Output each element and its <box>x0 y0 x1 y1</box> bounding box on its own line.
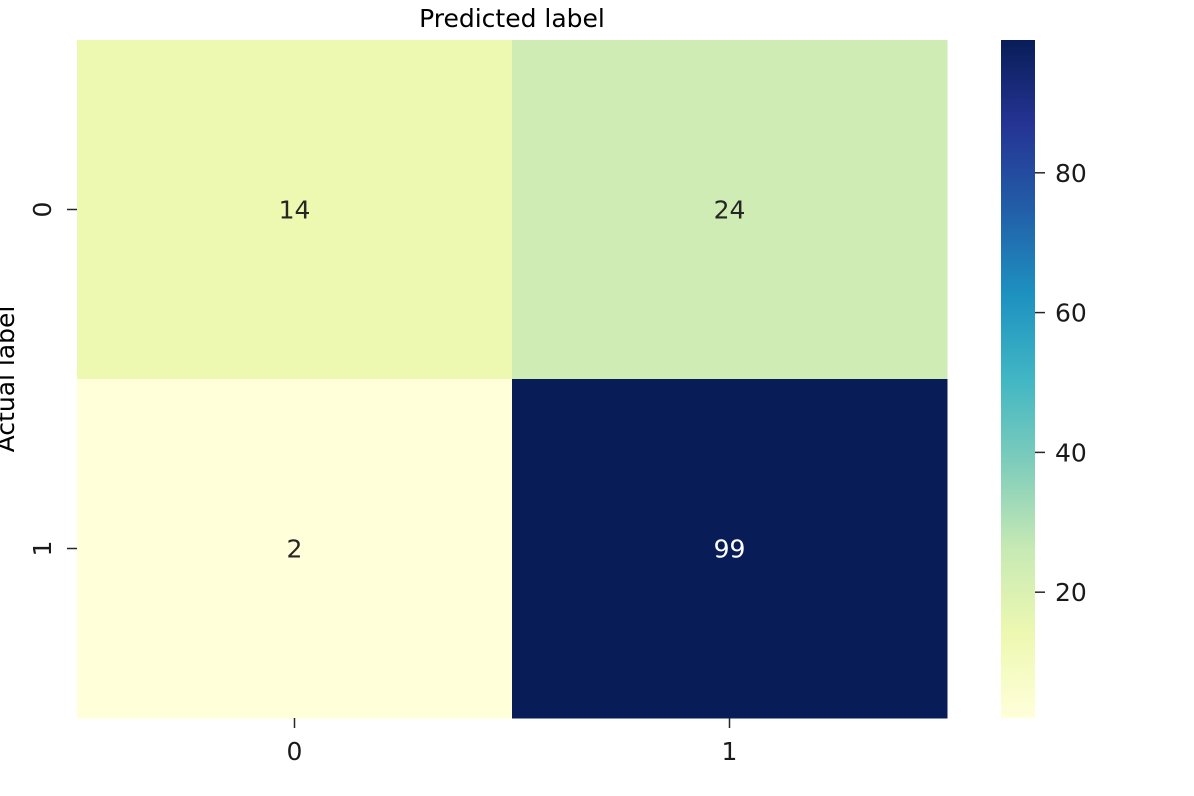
cell-value-label: 99 <box>714 535 746 564</box>
y-axis: 01 <box>28 202 77 557</box>
colorbar-tick-label: 60 <box>1055 299 1087 328</box>
cell-value-label: 24 <box>714 196 746 225</box>
x-tick-label: 1 <box>722 737 738 766</box>
chart-title: Predicted label <box>419 4 605 33</box>
x-tick-label: 0 <box>287 737 303 766</box>
heatmap-cells: 14 24 2 99 <box>77 40 948 719</box>
heatmap-cell <box>77 379 513 719</box>
heatmap-cell <box>77 40 513 380</box>
y-tick-label: 0 <box>28 202 57 218</box>
colorbar: 20 40 60 80 <box>1001 40 1087 718</box>
colorbar-tick-label: 20 <box>1055 578 1087 607</box>
y-tick-label: 1 <box>28 541 57 557</box>
y-axis-title: Actual label <box>0 306 20 453</box>
cell-value-label: 2 <box>287 535 303 564</box>
colorbar-tick-label: 40 <box>1055 438 1087 467</box>
colorbar-tick-label: 80 <box>1055 159 1087 188</box>
heatmap-cell <box>512 40 948 380</box>
heatmap-cell <box>512 379 948 719</box>
colorbar-gradient <box>1001 40 1035 718</box>
cell-value-label: 14 <box>279 196 311 225</box>
